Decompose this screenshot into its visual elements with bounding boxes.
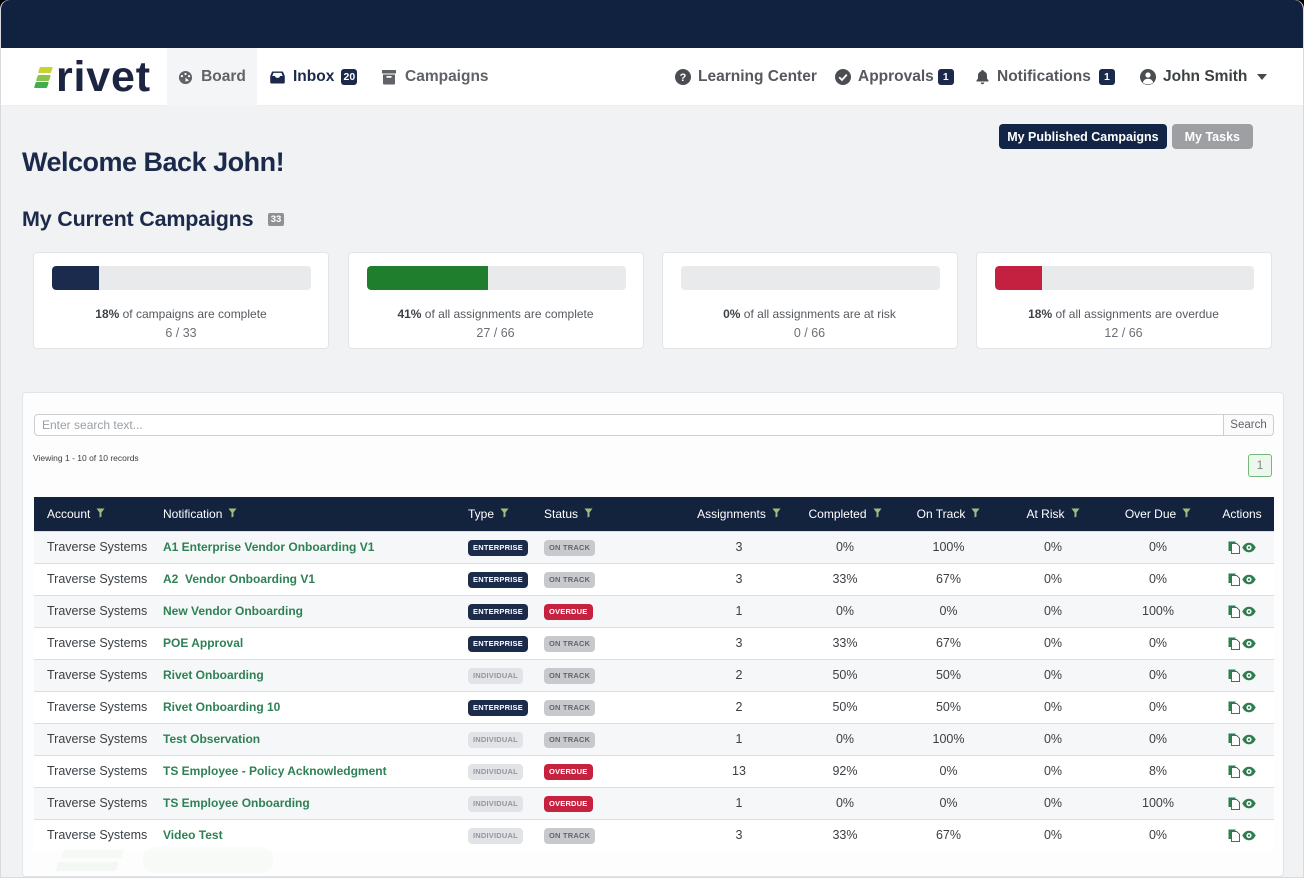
svg-text:?: ?: [680, 72, 687, 84]
